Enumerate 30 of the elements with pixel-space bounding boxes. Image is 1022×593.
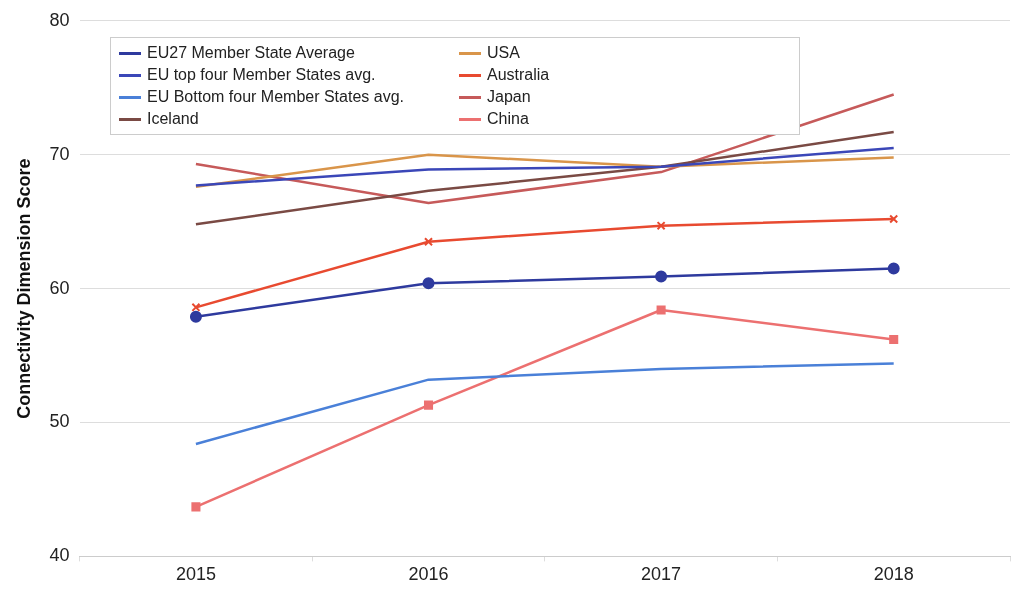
point [655,270,668,283]
y-tick-label: 50 [49,411,70,432]
y-tick-label: 40 [49,545,70,566]
point [191,302,201,312]
point [423,400,434,410]
point [656,221,666,231]
y-tick-label: 60 [49,277,70,298]
legend-label: EU Bottom four Member States avg. [147,88,404,106]
point [656,305,666,315]
legend-label: USA [487,44,520,62]
x-tick-label: 2018 [873,564,914,585]
point [189,310,202,323]
y-axis-title: Connectivity Dimension Score [13,158,34,419]
legend-label: China [487,110,529,128]
point [889,214,899,224]
x-tick-label: 2017 [641,564,682,585]
y-tick-label: 80 [49,9,70,30]
point [423,237,434,247]
point [422,277,435,290]
legend-label: EU27 Member State Average [147,44,355,62]
legend-label: EU top four Member States avg. [147,66,376,84]
point [191,502,201,512]
legend-label: Iceland [147,110,199,128]
legend-label: Japan [487,88,531,106]
y-tick-label: 70 [49,143,70,164]
x-tick-label: 2016 [408,564,449,585]
point [887,262,900,275]
legend-label: Australia [487,66,550,84]
point [889,334,899,345]
x-tick-label: 2015 [175,564,216,585]
